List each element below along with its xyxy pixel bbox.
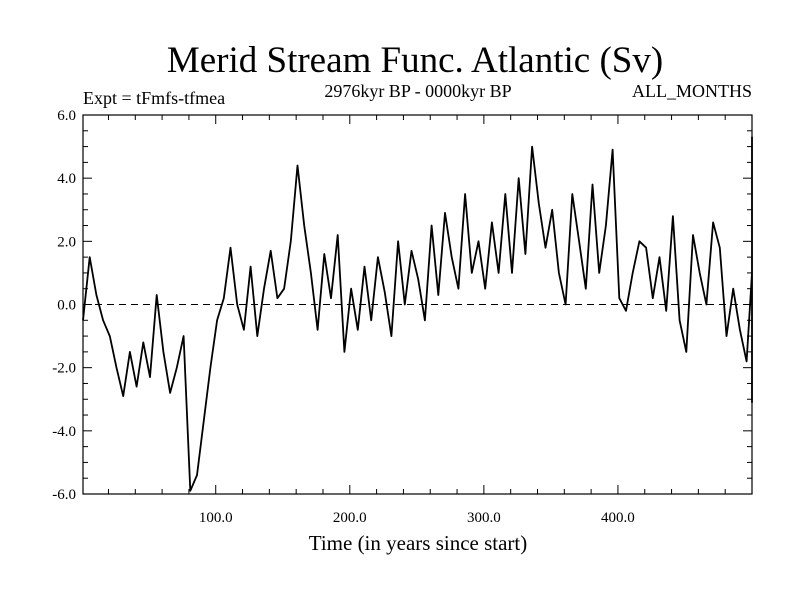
chart-subtitle-experiment: Expt = tFmfs-tfmea [83,88,225,108]
x-tick-label: 200.0 [333,510,367,526]
axis-ticks: -6.0 -4.0 -2.0 0.0 2.0 4.0 6.0 100.0 200.0 300.0 4… [52,108,752,526]
y-tick-label: 0.0 [57,298,76,314]
y-tick-label: 2.0 [57,234,76,250]
series-line [82,136,753,492]
x-tick-label: 400.0 [601,510,635,526]
y-tick-label: -6.0 [52,487,76,503]
y-tick-label: 4.0 [57,171,76,187]
y-tick-label: -4.0 [52,424,76,440]
y-tick-label: -2.0 [52,361,76,377]
chart-subtitle-period: 2976kyr BP - 0000kyr BP [324,81,511,101]
y-tick-label: 6.0 [57,108,76,124]
x-tick-label: 100.0 [199,510,233,526]
x-axis-label: Time (in years since start) [309,531,528,555]
chart-title: Merid Stream Func. Atlantic (Sv) [167,40,663,81]
x-tick-label: 300.0 [467,510,501,526]
chart-subtitle-months: ALL_MONTHS [632,81,752,101]
